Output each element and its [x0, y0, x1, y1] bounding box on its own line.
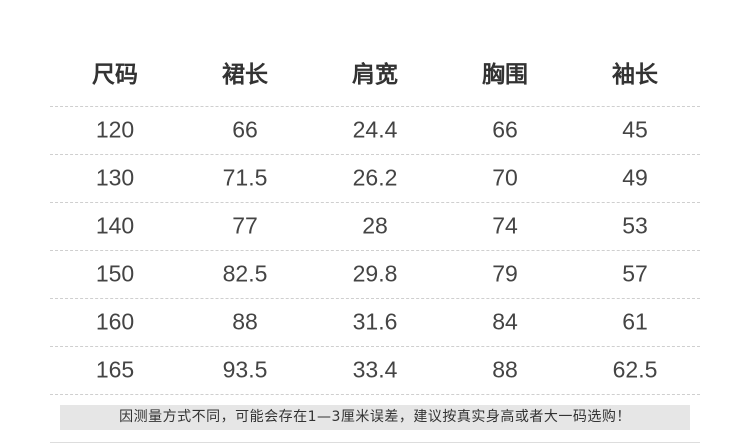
- table-cell: 82.5: [222, 260, 268, 287]
- row-divider: [50, 202, 700, 203]
- table-cell: 28: [362, 212, 388, 239]
- table-cell: 53: [622, 212, 648, 239]
- table-cell: 79: [492, 260, 518, 287]
- table-cell: 66: [492, 116, 518, 143]
- table-cell: 120: [95, 116, 135, 143]
- table-cell: 31.6: [352, 308, 398, 335]
- row-divider: [50, 298, 700, 299]
- header-cell: 尺码: [92, 61, 138, 87]
- divider: [50, 442, 700, 443]
- table-cell: 49: [622, 164, 648, 191]
- table-cell: 84: [492, 308, 518, 335]
- table-cell: 62.5: [612, 356, 658, 383]
- table-cell: 150: [95, 260, 135, 287]
- table-cell: 45: [622, 116, 648, 143]
- table-cell: 165: [95, 356, 135, 383]
- table-cell: 74: [492, 212, 518, 239]
- table-cell: 140: [95, 212, 135, 239]
- table-cell: 24.4: [352, 116, 398, 143]
- table-cell: 130: [95, 164, 135, 191]
- header-cell: 胸围: [482, 61, 528, 87]
- table-cell: 71.5: [222, 164, 268, 191]
- row-divider: [50, 394, 700, 395]
- row-divider: [50, 154, 700, 155]
- header-cell: 肩宽: [352, 61, 398, 87]
- table-cell: 160: [95, 308, 135, 335]
- table-cell: 88: [232, 308, 258, 335]
- table-cell: 33.4: [352, 356, 398, 383]
- table-cell: 61: [622, 308, 648, 335]
- table-cell: 70: [492, 164, 518, 191]
- row-divider: [50, 106, 700, 107]
- row-divider: [50, 346, 700, 347]
- header-cell: 裙长: [222, 61, 268, 87]
- table-cell: 57: [622, 260, 648, 287]
- table-cell: 29.8: [352, 260, 398, 287]
- table-cell: 77: [232, 212, 258, 239]
- table-cell: 66: [232, 116, 258, 143]
- table-cell: 26.2: [352, 164, 398, 191]
- note: 因测量方式不同，可能会存在1—3厘米误差，建议按真实身高或者大一码选购！: [60, 405, 690, 430]
- table-cell: 93.5: [222, 356, 268, 383]
- table-cell: 88: [492, 356, 518, 383]
- row-divider: [50, 250, 700, 251]
- header-cell: 袖长: [612, 61, 658, 87]
